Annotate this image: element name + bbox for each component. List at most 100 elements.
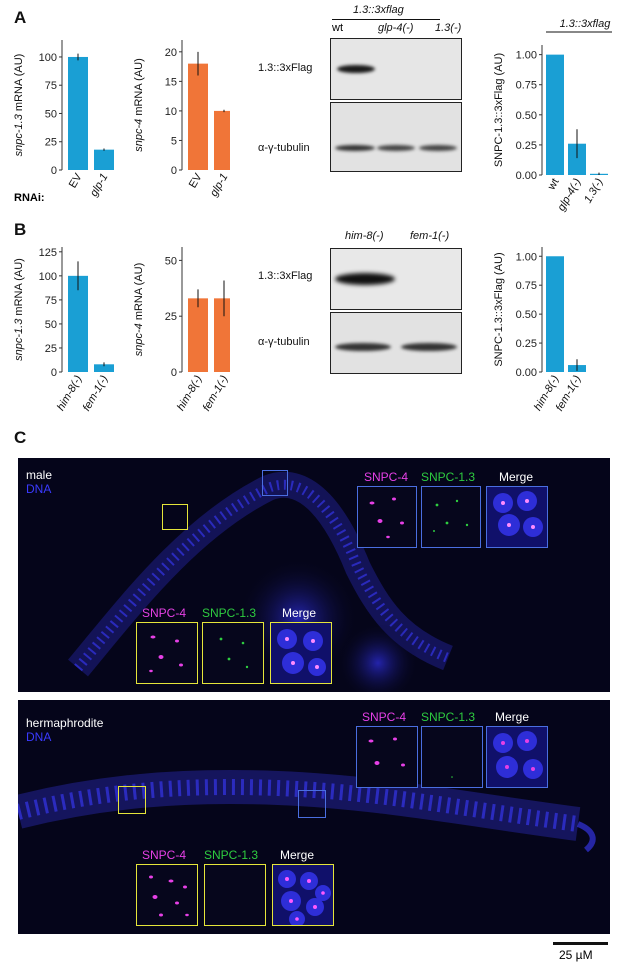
chart-a2-snpc4-mrna: 0 5 10 15 20 EV glp-1 snpc-4 mRNA (AU) (133, 40, 230, 199)
b3-ytick-label-4: 1.00 (516, 251, 537, 263)
blot-b-lane-1: him-8(-) (345, 230, 384, 242)
b3-ylabel: SNPC-1.3::3xFlag (AU) (493, 252, 505, 366)
panel-label-b: B (14, 220, 27, 239)
b2-ylabel-rest: mRNA (AU) (133, 263, 145, 324)
a1-ytick-label-0: 0 (51, 165, 57, 177)
male-yellow-inset-snpc13 (202, 622, 264, 684)
a3-category-label-2: 1.3(-) (582, 176, 606, 205)
blot-b: him-8(-) fem-1(-) 1.3::3xFlag α-γ-tubuli… (250, 228, 475, 418)
male-blue-label-snpc4: SNPC-4 (364, 470, 409, 484)
blot-a-header-line (332, 19, 440, 20)
micrograph-hermaphrodite: hermaphrodite DNA SNPC-4 SNPC-1.3 Merge … (18, 700, 610, 934)
b1-bar-0 (68, 275, 88, 372)
male-yellow-label-snpc13: SNPC-1.3 (202, 606, 257, 620)
b3-bar-0 (546, 256, 564, 372)
herm-yellow-label-snpc13: SNPC-1.3 (204, 848, 259, 862)
male-glow-2 (338, 623, 418, 692)
chart-a3-flag-quant: 0.000.250.500.751.00wtglp-4(-)1.3(-)SNPC… (493, 18, 612, 213)
a1-bar-1 (94, 149, 114, 170)
male-gonad-nuclei (74, 479, 450, 672)
b1-ytick-label-1: 25 (45, 343, 57, 355)
a3-ylabel: SNPC-1.3::3xFlag (AU) (493, 53, 505, 167)
blot-b-lane-2: fem-1(-) (410, 230, 450, 242)
b1-ylabel: snpc-1.3 mRNA (AU) (13, 258, 25, 361)
a2-ytick-label-4: 20 (165, 47, 177, 59)
herm-sex-label: hermaphrodite (26, 716, 104, 730)
a2-category-label-0: EV (187, 171, 205, 190)
a3-ytick-label-2: 0.50 (516, 110, 537, 122)
male-dna-label: DNA (26, 482, 52, 496)
b3-ytick-label-0: 0.00 (516, 367, 537, 379)
a1-ylabel-gene: snpc-1.3 (13, 113, 25, 156)
a1-bar-0 (68, 56, 88, 170)
male-blue-label-merge: Merge (499, 470, 534, 484)
blot-a-lane-3: 1.3(-) (435, 22, 462, 34)
herm-yellow-label-snpc4: SNPC-4 (142, 848, 187, 862)
a2-bar-0 (188, 63, 208, 170)
a3-bar-0 (546, 54, 564, 175)
blot-a-tubulin-membrane (330, 102, 462, 172)
b1-ytick-label-0: 0 (51, 367, 57, 379)
a1-ytick-label-2: 50 (45, 108, 57, 120)
b2-ytick-label-1: 25 (165, 311, 177, 323)
blot-a-flag-band (337, 65, 375, 73)
panel-label-c: C (14, 428, 27, 447)
b3-ytick-label-1: 0.25 (516, 338, 537, 350)
b1-ylabel-gene: snpc-1.3 (13, 318, 25, 361)
a3-ytick-label-1: 0.25 (516, 140, 537, 152)
blot-a-tubulin-band-1 (335, 145, 375, 151)
scale-bar-label: 25 µM (559, 948, 593, 962)
male-yellow-label-snpc4: SNPC-4 (142, 606, 187, 620)
herm-blue-inset-merge (486, 726, 548, 788)
herm-roi-blue (298, 790, 326, 818)
b1-ytick-label-4: 100 (39, 271, 57, 283)
a2-category-label-1: glp-1 (208, 172, 230, 199)
blot-a: 1.3::3xflag wt glp-4(-) 1.3(-) 1.3::3xFl… (250, 0, 475, 175)
herm-dna-label: DNA (26, 730, 52, 744)
blot-a-tubulin-band-3 (419, 145, 457, 151)
a3-category-label-0: wt (545, 177, 561, 193)
b2-ytick-label-2: 50 (165, 255, 177, 267)
herm-blue-inset-snpc4 (356, 726, 418, 788)
herm-gonad-image (18, 770, 596, 853)
b1-ytick-label-2: 50 (45, 319, 57, 331)
a2-ytick-label-3: 15 (165, 76, 177, 88)
male-yellow-inset-merge (270, 622, 332, 684)
b1-bar-1 (94, 364, 114, 372)
blot-b-tubulin-band-1 (335, 343, 391, 351)
b3-ytick-label-2: 0.50 (516, 309, 537, 321)
blot-b-tubulin-membrane (330, 312, 462, 374)
a3-ytick-label-3: 0.75 (516, 80, 537, 92)
male-blue-label-snpc13: SNPC-1.3 (421, 470, 476, 484)
chart-b3-flag-quant: 0.000.250.500.751.00him-8(-)fem-1(-)SNPC… (493, 247, 586, 413)
a1-ytick-label-1: 25 (45, 137, 57, 149)
b2-bar-0 (188, 298, 208, 372)
blot-b-tubulin-band-2 (401, 343, 457, 351)
b1-ytick-label-3: 75 (45, 295, 57, 307)
male-roi-yellow (162, 504, 188, 530)
blot-a-flag-membrane (330, 38, 462, 100)
male-yellow-inset-snpc4 (136, 622, 198, 684)
b1-ytick-label-5: 125 (39, 247, 57, 259)
blot-b-flag-band (335, 273, 395, 285)
a2-ytick-label-1: 5 (171, 135, 177, 147)
a1-category-label-0: EV (67, 171, 85, 190)
herm-roi-yellow (118, 786, 146, 814)
a3-ytick-label-0: 0.00 (516, 170, 537, 182)
blot-a-flag-label: 1.3::3xFlag (258, 62, 313, 74)
panel-label-a: A (14, 8, 27, 27)
b1-category-label-1: fem-1(-) (81, 373, 111, 413)
b2-ylabel-gene: snpc-4 (133, 323, 145, 356)
herm-yellow-inset-merge (272, 864, 334, 926)
herm-blue-label-snpc4: SNPC-4 (362, 710, 407, 724)
chart-a1-snpc13-mrna: 0 25 50 75 100 EV glp-1 snpc-1.3 mRNA (AU) (13, 40, 114, 199)
blot-b-flag-membrane (330, 248, 462, 310)
a2-ylabel-rest: mRNA (AU) (133, 58, 145, 119)
b2-category-label-1: fem-1(-) (201, 373, 230, 413)
a1-ylabel-rest: mRNA (AU) (13, 54, 25, 115)
b2-ytick-label-0: 0 (171, 367, 177, 379)
herm-blue-label-snpc13: SNPC-1.3 (421, 710, 476, 724)
herm-blue-inset-snpc13 (421, 726, 483, 788)
